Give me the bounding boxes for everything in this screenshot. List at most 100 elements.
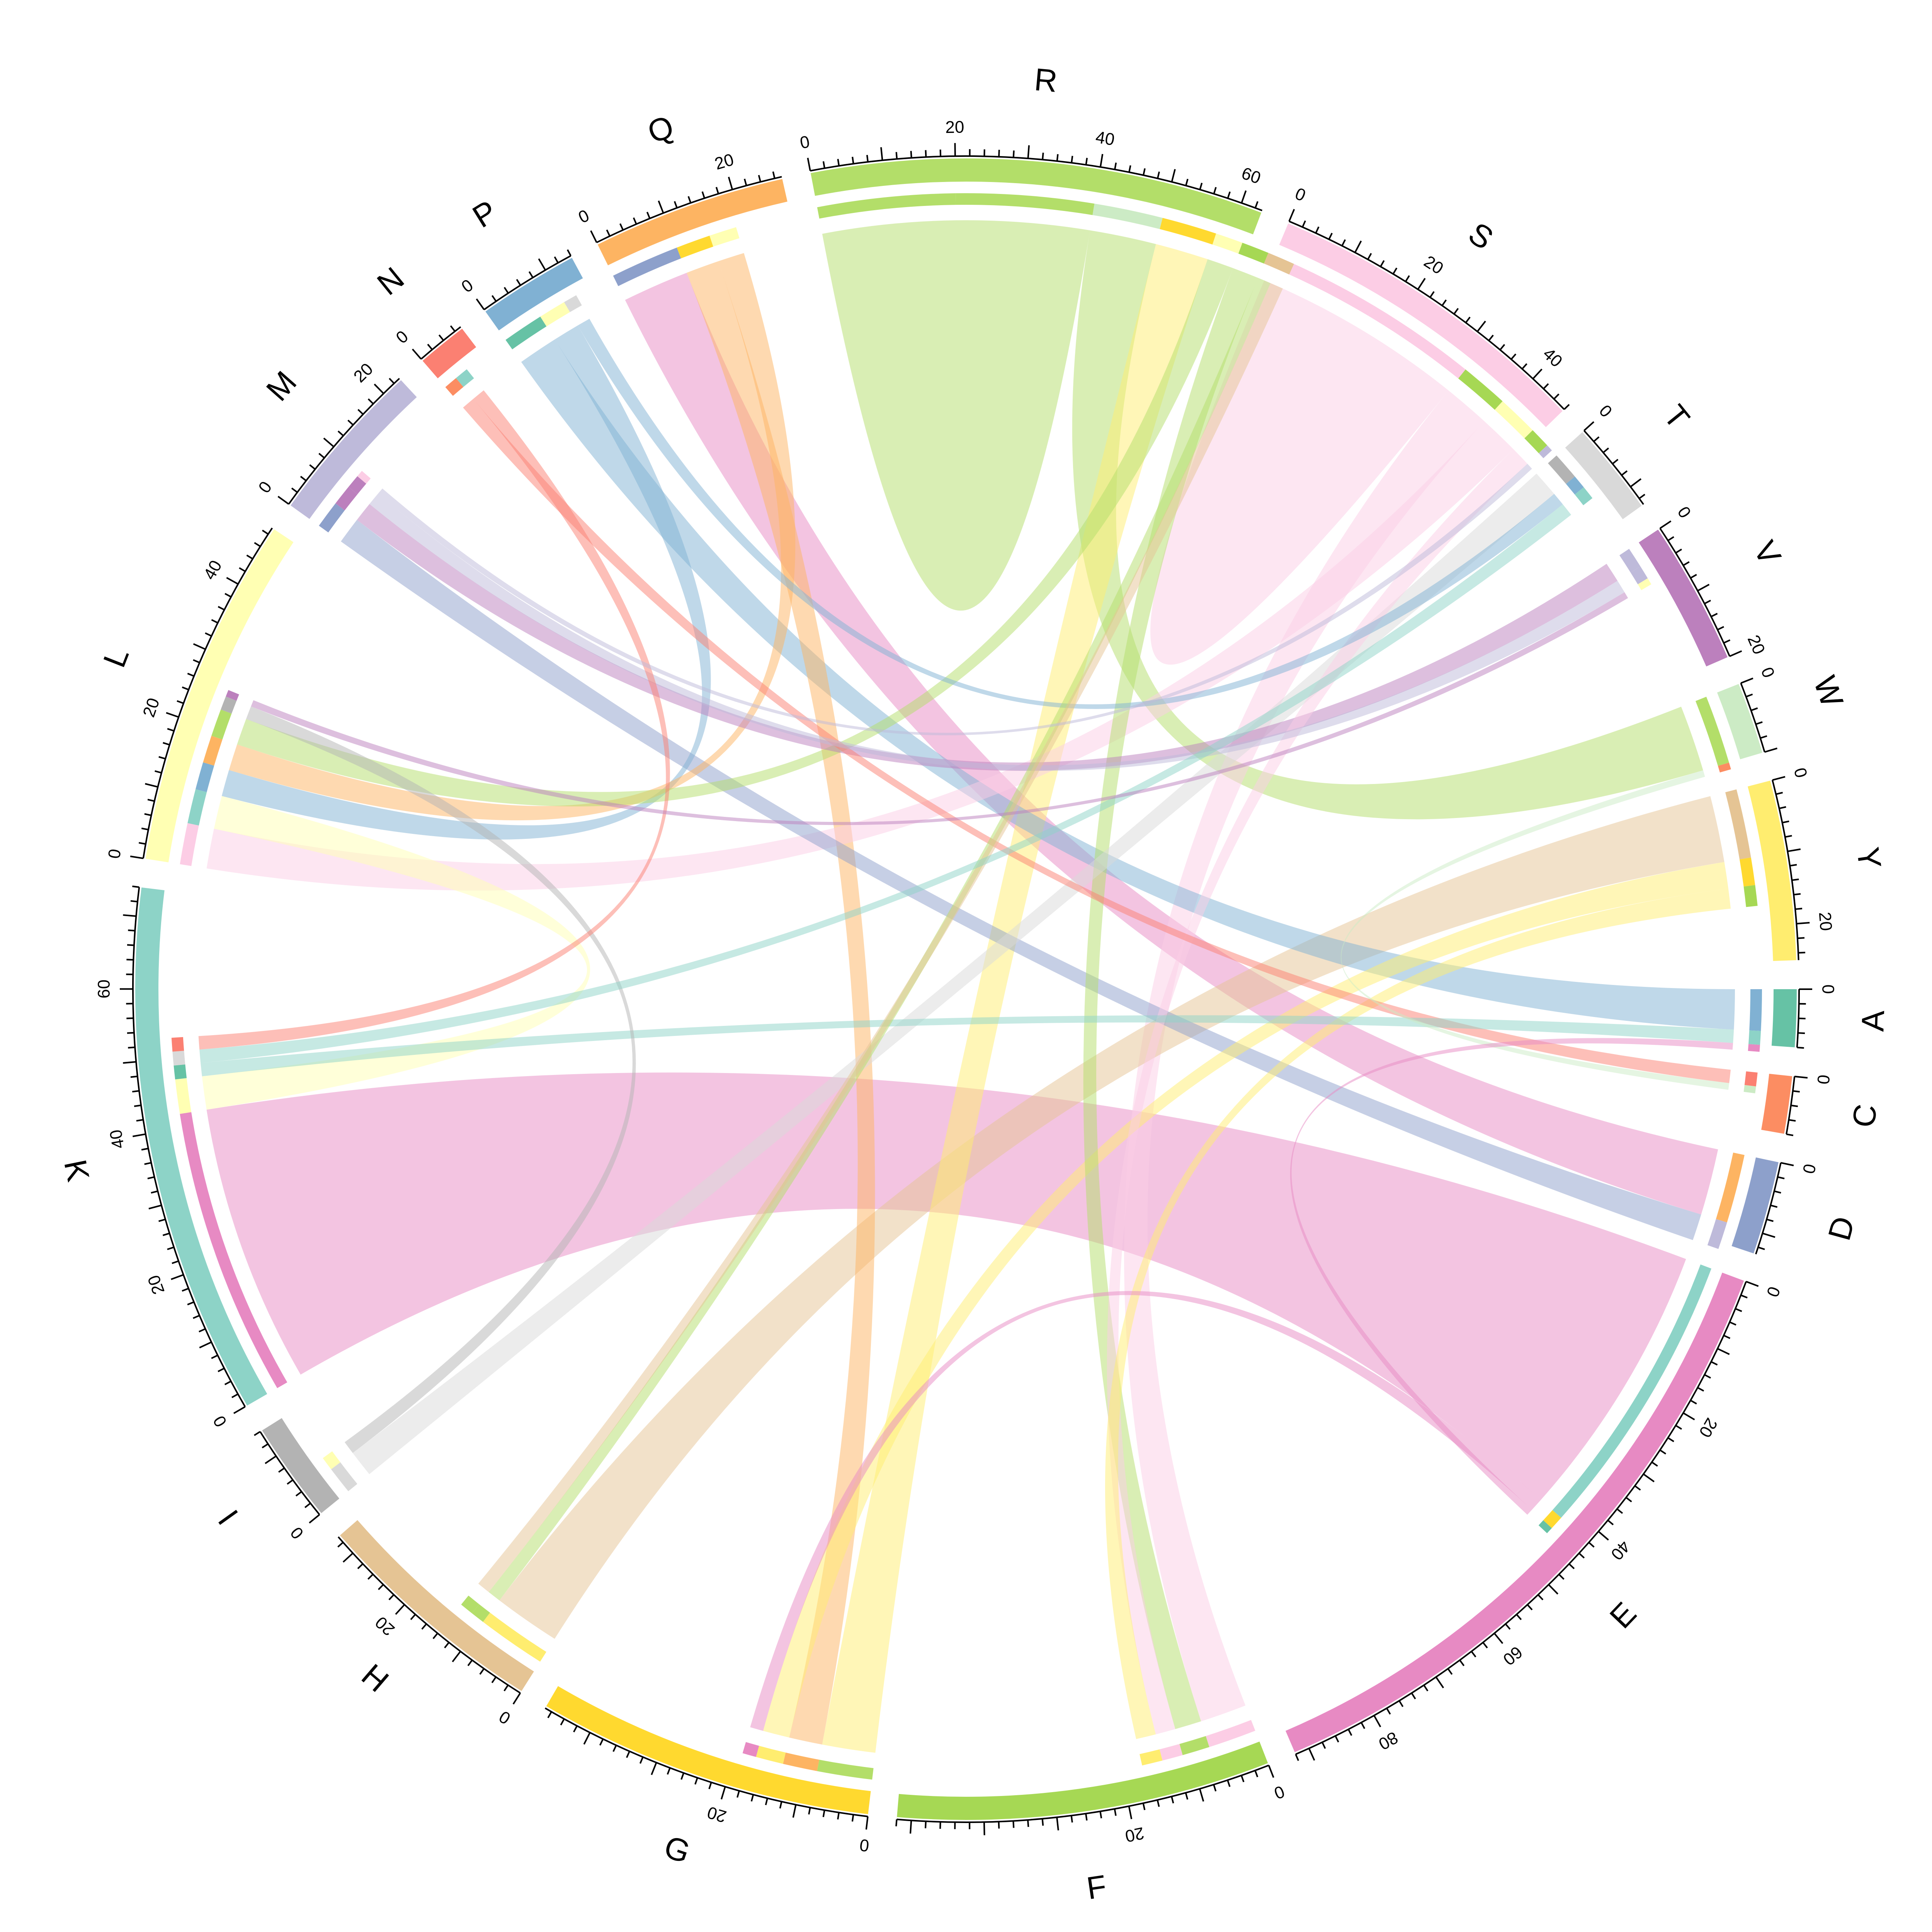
sector-label-S: S	[1462, 216, 1500, 257]
axis-tick	[278, 1467, 285, 1473]
axis-D	[1755, 1162, 1782, 1255]
axis-F	[896, 1764, 1269, 1823]
tick-label: 40	[1607, 1537, 1634, 1564]
axis-tick	[1667, 1437, 1674, 1442]
axis-tick	[1772, 776, 1786, 781]
axis-tick	[1516, 1614, 1522, 1620]
axis-tick	[866, 155, 869, 162]
link-track-E-34	[1538, 1520, 1552, 1533]
axis-tick	[1227, 1780, 1231, 1787]
link-track-Y-13	[1740, 857, 1755, 887]
axis-tick	[1315, 226, 1320, 234]
tick-label: 80	[1375, 1728, 1401, 1754]
axis-tick	[646, 211, 651, 219]
axis-tick	[1777, 1176, 1785, 1180]
axis-tick	[880, 147, 883, 161]
axis-N	[420, 326, 461, 360]
axis-tick	[1056, 154, 1059, 162]
axis-tick	[865, 1816, 869, 1830]
axis-tick	[1711, 1361, 1718, 1366]
axis-tick	[1429, 291, 1435, 298]
axis-tick	[1690, 1400, 1697, 1405]
sector-label-Y: Y	[1850, 845, 1888, 871]
axis-tick	[374, 383, 384, 394]
axis-tick	[1583, 421, 1595, 431]
axis-tick	[309, 464, 316, 470]
chord-link-P-T	[578, 318, 1563, 709]
sector-label-P: P	[467, 194, 503, 235]
link-track-A-8	[1749, 989, 1762, 1031]
axis-tick	[1764, 747, 1777, 753]
axis-tick	[218, 606, 225, 611]
axis-tick	[177, 700, 184, 704]
link-track-L-14	[196, 762, 214, 792]
axis-tick	[1793, 1090, 1800, 1093]
tick-label: 0	[1292, 184, 1308, 205]
axis-tick	[736, 1791, 740, 1798]
axis-tick	[427, 344, 433, 350]
link-track-L-16	[211, 709, 232, 740]
axis-tick	[1386, 1708, 1391, 1715]
axis-tick	[233, 1406, 246, 1414]
axis-tick	[1755, 721, 1763, 725]
axis-tick	[1227, 191, 1231, 199]
axis-tick	[1171, 1796, 1174, 1804]
axis-tick	[1142, 1803, 1146, 1810]
sector-label-N: N	[371, 260, 410, 302]
sector-Q	[597, 179, 787, 265]
axis-tick	[983, 1822, 985, 1835]
axis-tick	[421, 1623, 427, 1630]
axis-tick	[126, 1017, 134, 1019]
tick-label: 60	[1499, 1642, 1526, 1669]
link-track-I-18	[331, 1462, 357, 1492]
axis-M	[288, 378, 400, 505]
axis-tick	[599, 1738, 604, 1746]
axis-tick	[910, 1820, 912, 1834]
tick-label: 40	[1539, 344, 1566, 371]
link-track-D-3	[1716, 1152, 1745, 1223]
sector-W	[1717, 684, 1763, 760]
link-track-T-18	[1548, 455, 1575, 484]
axis-tick	[136, 1119, 143, 1122]
axis-tick	[1798, 1017, 1806, 1020]
axis-tick	[1099, 154, 1104, 167]
link-track-M-35	[357, 471, 371, 484]
sector-F	[897, 1742, 1268, 1820]
sector-axes: 0 0 0 0 20 40 60 80 0 20 0 20 0 20 0 0 20 40 60 0 20 40 0 20 0 0 0…	[95, 117, 1838, 1855]
axis-tick	[141, 1148, 149, 1151]
axis-tick	[1634, 1485, 1641, 1491]
link-track-A-23	[1748, 1030, 1761, 1045]
link-track-M-12	[319, 503, 345, 532]
chord-link-L-S	[206, 421, 1514, 891]
axis-tick	[1099, 1811, 1102, 1818]
axis-tick	[144, 1162, 151, 1165]
axis-tick	[1729, 650, 1742, 657]
axis-tick	[619, 223, 624, 231]
axis-tick	[138, 842, 146, 845]
axis-tick	[1532, 368, 1543, 379]
axis-tick	[1128, 165, 1131, 173]
axis-tick	[1762, 1232, 1776, 1238]
sector-G	[546, 1686, 871, 1815]
tick-label: 40	[1094, 128, 1116, 149]
link-track-E-0	[1552, 1264, 1711, 1518]
axis-tick	[144, 813, 151, 816]
axis-tick	[512, 1692, 521, 1705]
axis-tick	[357, 409, 364, 415]
link-track-V-26	[1631, 566, 1648, 585]
axis-tick	[342, 1553, 354, 1563]
axis-tick	[1308, 1748, 1315, 1761]
link-track-W-4	[1696, 697, 1729, 766]
axis-tick	[1459, 1660, 1465, 1667]
axis-tick	[347, 420, 354, 426]
sector-label-D: D	[1821, 1213, 1861, 1244]
axis-tick	[412, 349, 422, 360]
axis-tick	[939, 149, 942, 157]
axis-tick	[167, 728, 174, 732]
axis-S	[1289, 220, 1565, 410]
link-track-P-14	[540, 302, 570, 327]
axis-tick	[1085, 1813, 1088, 1821]
axis-tick	[318, 453, 325, 459]
link-track-T-25	[1566, 476, 1584, 495]
axis-tick	[1563, 404, 1570, 410]
